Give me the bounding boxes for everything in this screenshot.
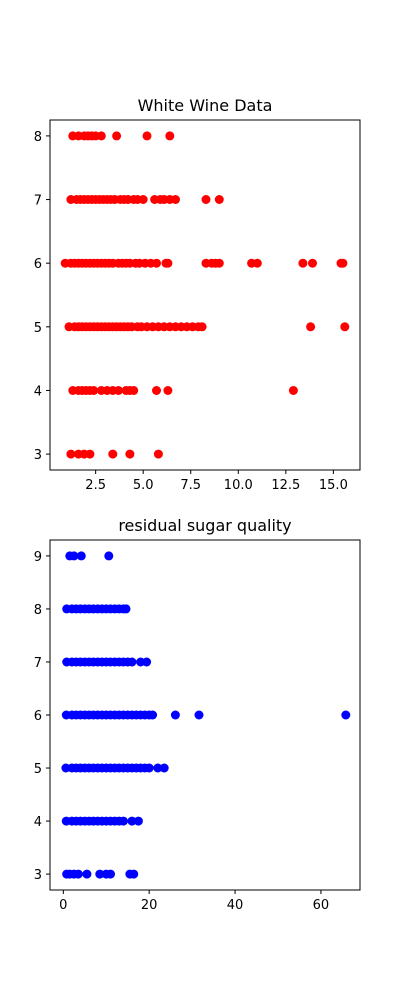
data-point-residual-sugar — [69, 551, 79, 561]
data-point-white-wine — [214, 195, 224, 204]
x-tick-label: 15.0 — [319, 478, 348, 493]
data-point-residual-sugar — [118, 816, 128, 826]
data-point-residual-sugar — [159, 763, 169, 773]
y-tick-label: 7 — [34, 194, 42, 209]
data-point-white-wine — [340, 322, 350, 332]
data-point-white-wine — [171, 195, 180, 204]
data-point-residual-sugar — [127, 816, 137, 826]
y-tick-label: 4 — [34, 815, 42, 830]
data-point-white-wine — [214, 258, 224, 268]
data-point-residual-sugar — [73, 869, 83, 879]
data-point-white-wine — [66, 449, 76, 459]
data-point-white-wine — [308, 258, 317, 268]
x-tick-label: 5.0 — [133, 478, 154, 493]
data-point-residual-sugar — [121, 604, 131, 614]
data-point-white-wine — [197, 322, 207, 332]
chart-title-residual-sugar: residual sugar quality — [118, 516, 291, 535]
y-tick-label: 3 — [34, 448, 42, 463]
y-tick-label: 5 — [34, 321, 42, 336]
data-point-white-wine — [125, 449, 135, 459]
data-point-residual-sugar — [106, 869, 115, 879]
data-point-white-wine — [298, 258, 308, 268]
data-point-residual-sugar — [104, 551, 114, 561]
data-point-residual-sugar — [95, 869, 105, 879]
data-point-residual-sugar — [127, 657, 137, 667]
data-point-white-wine — [142, 131, 152, 141]
data-point-white-wine — [201, 195, 211, 204]
tick-group-white-wine: 2.5 5.0 7.5 10.0 12.5 15.0 3 4 5 6 7 8 — [34, 130, 348, 493]
x-tick-label: 12.5 — [271, 478, 300, 493]
point-group-white-wine — [60, 131, 350, 459]
x-tick-label: 2.5 — [85, 478, 106, 493]
data-point-white-wine — [89, 386, 99, 395]
data-point-residual-sugar — [76, 551, 86, 561]
data-point-white-wine — [112, 131, 122, 141]
point-group-residual-sugar — [61, 551, 351, 879]
data-point-residual-sugar — [153, 763, 163, 773]
data-point-residual-sugar — [144, 763, 154, 773]
tick-group-residual-sugar: 0 20 40 60 3 4 5 6 7 8 9 — [34, 550, 329, 913]
y-tick-label: 4 — [34, 384, 42, 399]
x-tick-label: 20 — [141, 898, 158, 913]
data-point-residual-sugar — [129, 869, 139, 879]
data-point-residual-sugar — [142, 657, 152, 667]
data-point-residual-sugar — [82, 869, 92, 879]
x-tick-label: 10.0 — [224, 478, 253, 493]
y-tick-label: 6 — [34, 709, 42, 724]
chart-title-white-wine: White Wine Data — [138, 96, 273, 115]
data-point-white-wine — [153, 449, 163, 459]
y-tick-label: 3 — [34, 868, 42, 883]
chart-residual-sugar: residual sugar quality 0 20 40 60 3 4 5 6 7 8 9 — [34, 516, 361, 913]
data-point-white-wine — [152, 258, 161, 268]
data-point-white-wine — [129, 386, 139, 395]
y-tick-label: 5 — [34, 762, 42, 777]
data-point-white-wine — [108, 449, 118, 459]
data-point-white-wine — [338, 258, 348, 268]
data-point-white-wine — [138, 195, 148, 204]
data-point-white-wine — [252, 258, 262, 268]
y-tick-label: 8 — [34, 603, 42, 618]
y-tick-label: 8 — [34, 130, 42, 145]
x-tick-label: 60 — [313, 898, 330, 913]
data-point-white-wine — [288, 386, 298, 395]
data-point-residual-sugar — [148, 710, 158, 720]
y-tick-label: 9 — [34, 550, 42, 565]
data-point-white-wine — [114, 386, 123, 395]
data-point-white-wine — [163, 258, 173, 268]
data-point-white-wine — [165, 131, 175, 141]
data-point-residual-sugar — [170, 710, 180, 720]
data-point-residual-sugar — [133, 816, 143, 826]
plot-frame-white-wine — [49, 119, 361, 471]
data-point-residual-sugar — [341, 710, 351, 720]
data-point-white-wine — [85, 449, 95, 459]
data-point-residual-sugar — [194, 710, 204, 720]
data-point-white-wine — [96, 131, 106, 141]
chart-white-wine: White Wine Data 2.5 5.0 7.5 10.0 12.5 15.0 3 4 5… — [34, 96, 361, 493]
y-tick-label: 6 — [34, 257, 42, 272]
x-tick-label: 0 — [59, 898, 67, 913]
y-tick-label: 7 — [34, 656, 42, 671]
plot-frame-residual-sugar — [49, 539, 361, 891]
data-point-white-wine — [306, 322, 316, 332]
x-tick-label: 7.5 — [180, 478, 201, 493]
x-tick-label: 40 — [227, 898, 244, 913]
data-point-white-wine — [163, 386, 173, 395]
data-point-white-wine — [152, 386, 161, 395]
